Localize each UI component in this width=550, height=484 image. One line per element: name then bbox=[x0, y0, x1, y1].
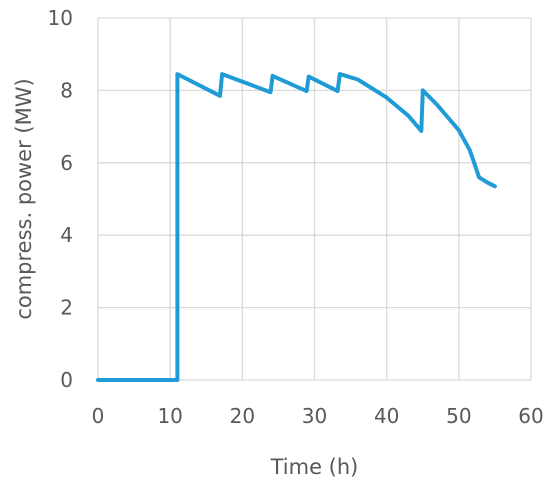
x-tick-label: 20 bbox=[230, 404, 255, 428]
x-tick-label: 40 bbox=[374, 404, 399, 428]
series-layer bbox=[96, 72, 497, 382]
y-tick-label: 0 bbox=[60, 368, 73, 392]
x-axis-title: Time (h) bbox=[270, 455, 359, 479]
x-tick-label: 10 bbox=[157, 404, 182, 428]
y-tick-label: 6 bbox=[60, 151, 73, 175]
x-tick-label: 60 bbox=[518, 404, 543, 428]
series-line bbox=[96, 72, 497, 382]
y-axis-title: compress. power (MW) bbox=[12, 78, 36, 319]
x-tick-label: 0 bbox=[92, 404, 105, 428]
x-tick-label: 30 bbox=[302, 404, 327, 428]
x-tick-label: 50 bbox=[446, 404, 471, 428]
tick-labels: 0 2 4 6 8 10 0 10 20 30 40 50 60 bbox=[48, 6, 544, 428]
y-tick-label: 2 bbox=[60, 296, 73, 320]
y-tick-label: 4 bbox=[60, 223, 73, 247]
y-tick-label: 8 bbox=[60, 78, 73, 102]
grid-lines bbox=[97, 17, 532, 381]
y-tick-label: 10 bbox=[48, 6, 73, 30]
